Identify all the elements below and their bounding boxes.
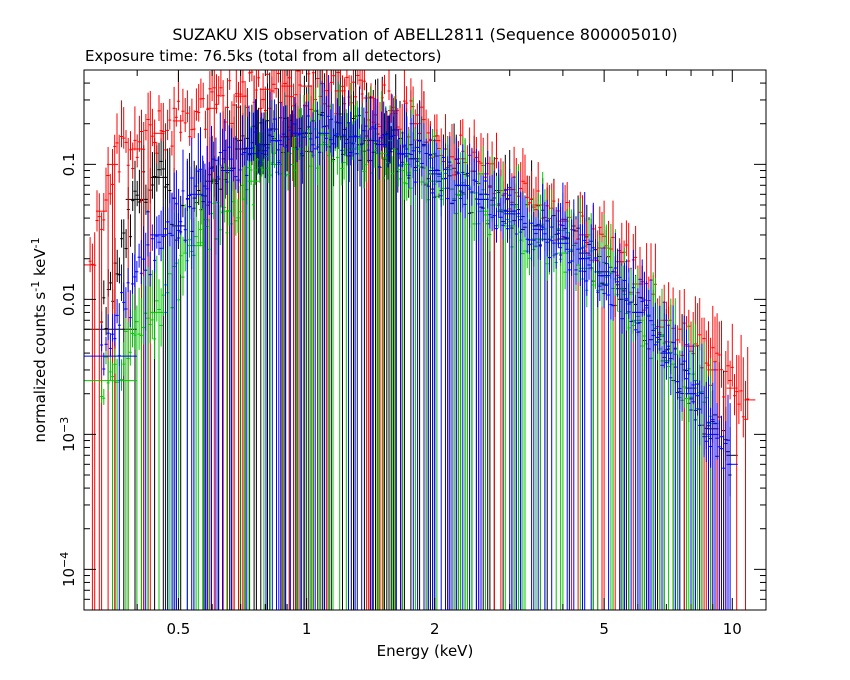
y-axis-label-sup-1: -1 bbox=[29, 281, 42, 292]
x-tick-label: 10 bbox=[723, 620, 742, 638]
y-axis-label-main: normalized counts s bbox=[31, 292, 49, 443]
axis-ticks: 0.5 1 2 5 10 0.1 0.01 10−3 10−4 bbox=[58, 69, 766, 638]
y-tick-label: 0.01 bbox=[60, 283, 78, 316]
x-tick-label: 0.5 bbox=[167, 620, 191, 638]
y-axis-label-mid: keV bbox=[31, 248, 49, 281]
x-axis-label: Energy (keV) bbox=[377, 642, 474, 660]
series-layer bbox=[84, 69, 756, 610]
x-tick-label: 5 bbox=[599, 620, 609, 638]
y-axis-label: normalized counts s-1 keV-1 bbox=[29, 237, 49, 442]
series-3 bbox=[84, 75, 738, 610]
y-tick-label: 0.1 bbox=[60, 152, 78, 176]
x-tick-label: 1 bbox=[302, 620, 312, 638]
y-tick-label: 10−4 bbox=[58, 552, 78, 587]
chart-title: SUZAKU XIS observation of ABELL2811 (Seq… bbox=[172, 25, 677, 44]
chart-subtitle: Exposure time: 76.5ks (total from all de… bbox=[85, 47, 441, 65]
x-tick-label: 2 bbox=[430, 620, 440, 638]
y-axis-label-sup-2: -1 bbox=[29, 237, 42, 248]
y-tick-label: 10−3 bbox=[58, 417, 78, 452]
